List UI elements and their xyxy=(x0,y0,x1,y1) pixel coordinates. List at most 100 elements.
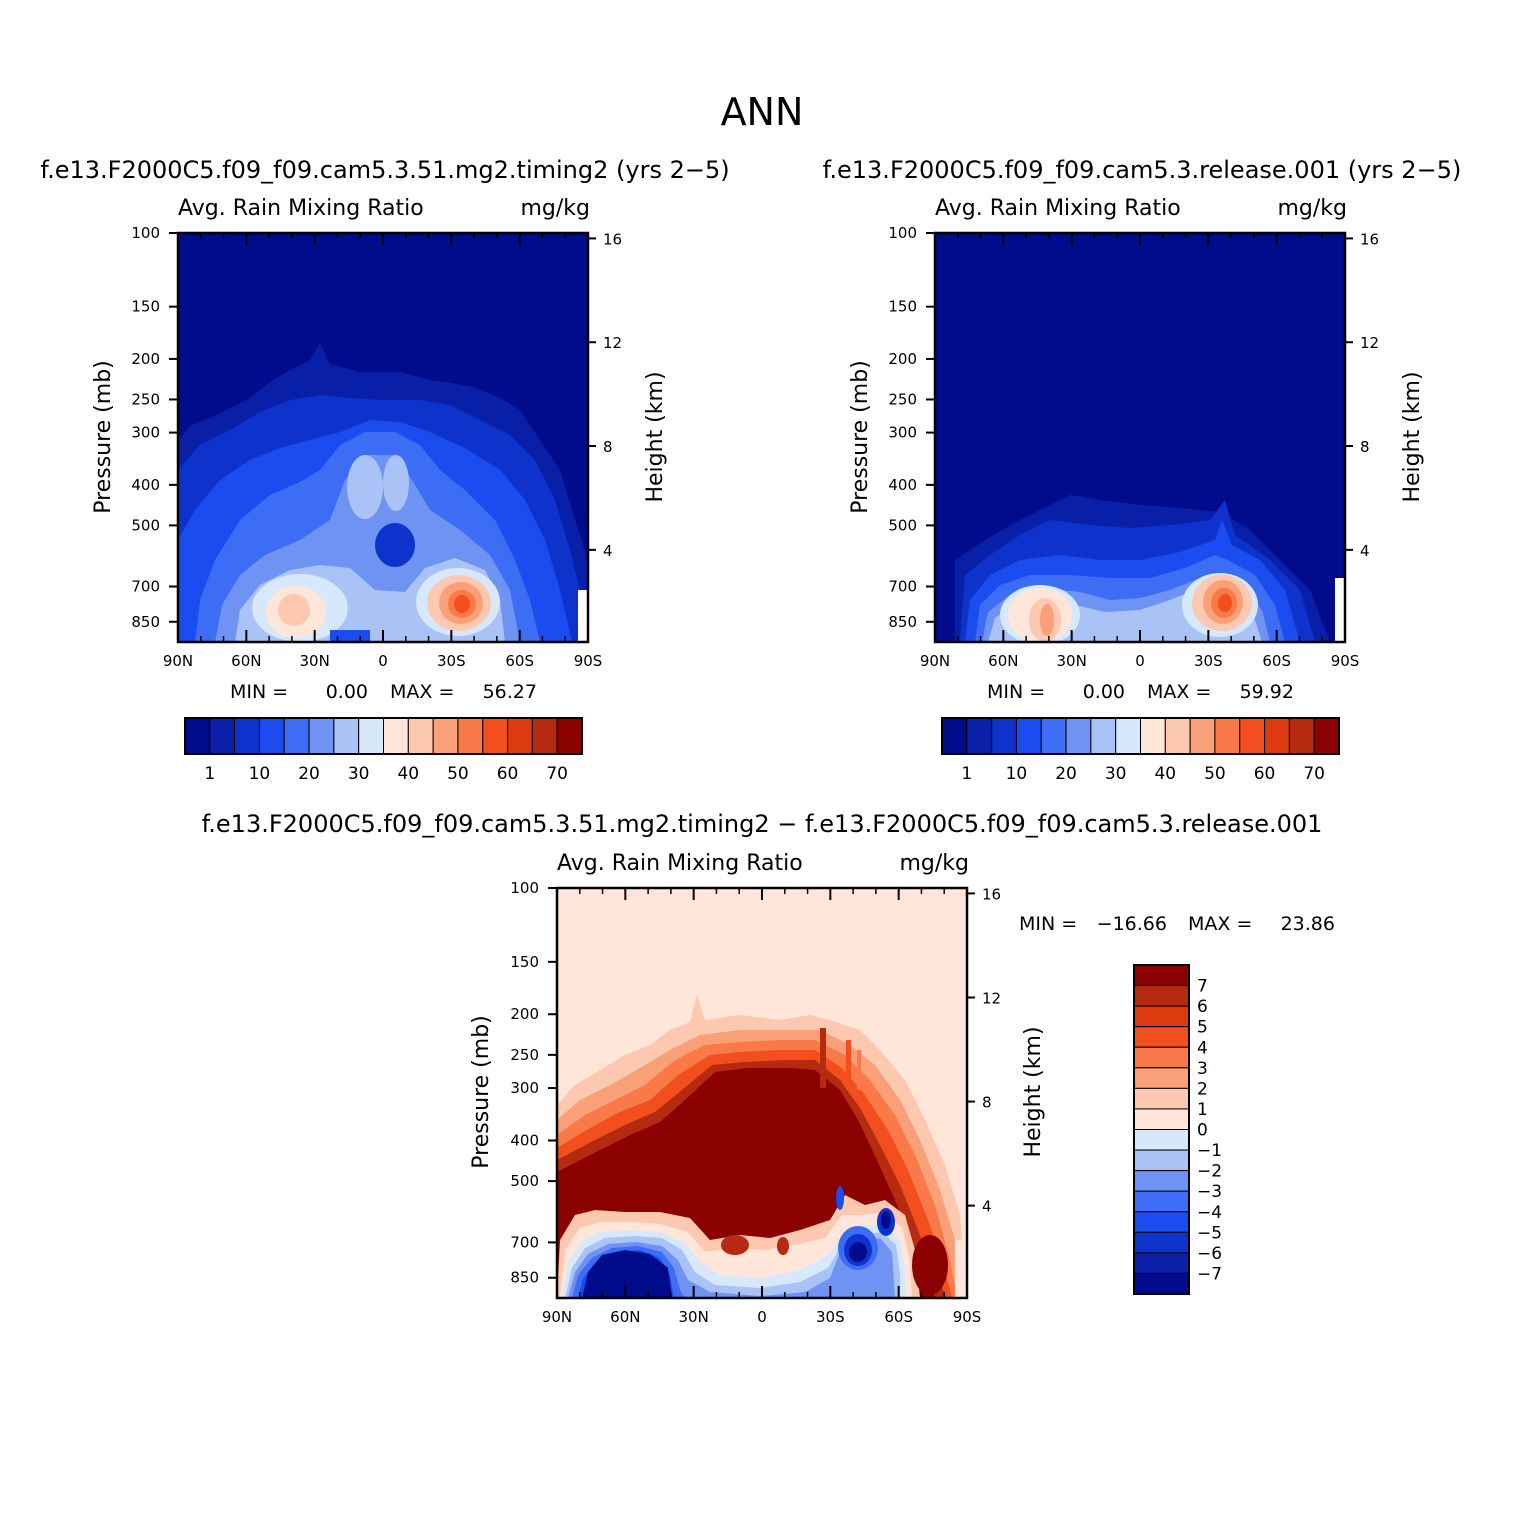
x-tick-label: 90S xyxy=(953,1308,982,1326)
x-ticks: 90N 60N 30N 0 30S 60S 90S xyxy=(920,233,1359,670)
y-axis-label: Pressure (mb) xyxy=(469,1015,494,1169)
y2-axis-label: Height (km) xyxy=(1400,371,1425,502)
colorbar-swatch xyxy=(1133,1026,1190,1048)
y2-tick-label: 8 xyxy=(982,1094,992,1112)
y2-tick-label: 12 xyxy=(603,334,622,352)
colorbar-swatch xyxy=(531,717,558,755)
colorbar-label: 20 xyxy=(1055,764,1077,784)
colorbar-swatch xyxy=(1133,1067,1190,1089)
colorbar-label: 10 xyxy=(249,764,271,784)
colorbar-swatch xyxy=(1313,717,1340,755)
y-tick-label: 200 xyxy=(888,350,917,368)
x-tick-label: 60N xyxy=(988,652,1018,670)
colorbar-swatch xyxy=(941,717,968,755)
level-fill xyxy=(383,455,409,511)
y-ticks: 100 150 200 250 300 400 500 700 850 xyxy=(888,224,935,631)
colorbar-swatch xyxy=(1133,1108,1190,1130)
colorbar-label: 70 xyxy=(1303,764,1325,784)
panel-top-right: f.e13.F2000C5.f09_f09.cam5.3.release.001… xyxy=(823,156,1462,784)
colorbar: 1 10 20 30 40 50 60 70 xyxy=(184,717,583,784)
y2-tick-label: 4 xyxy=(1360,542,1370,560)
level-fill xyxy=(820,1028,826,1088)
colorbar-swatch xyxy=(457,717,484,755)
colorbar-frame xyxy=(1133,964,1190,1295)
x-tick-label: 90N xyxy=(542,1308,572,1326)
y2-ticks: 16 12 8 4 xyxy=(967,885,1001,1216)
y-tick-label: 400 xyxy=(131,476,160,494)
colorbar-swatch xyxy=(1015,717,1042,755)
colorbar-frame xyxy=(184,717,583,755)
level-fill xyxy=(1040,604,1054,636)
y-tick-label: 850 xyxy=(131,613,160,631)
x-tick-label: 90S xyxy=(1331,652,1360,670)
colorbar: 1 10 20 30 40 50 60 70 xyxy=(941,717,1340,784)
colorbar-swatch xyxy=(482,717,509,755)
panel-title: f.e13.F2000C5.f09_f09.cam5.3.51.mg2.timi… xyxy=(202,810,1323,838)
colorbar-swatch xyxy=(407,717,434,755)
colorbar-swatch xyxy=(1133,1149,1190,1172)
x-ticks: 90N 60N 30N 0 30S 60S 90S xyxy=(542,888,981,1326)
min-value: −16.66 xyxy=(1097,913,1167,935)
level-fill xyxy=(912,1235,948,1295)
level-fill xyxy=(330,630,370,642)
y-tick-label: 500 xyxy=(510,1172,539,1190)
colorbar-swatch xyxy=(234,717,260,755)
y-tick-label: 100 xyxy=(510,879,539,897)
y-tick-label: 100 xyxy=(131,224,160,242)
level-fill xyxy=(347,455,383,519)
y-tick-label: 100 xyxy=(888,224,917,242)
y2-tick-label: 12 xyxy=(1360,334,1379,352)
y-axis-label: Pressure (mb) xyxy=(848,360,873,514)
level-fill xyxy=(846,1040,851,1090)
panel-title: f.e13.F2000C5.f09_f09.cam5.3.release.001… xyxy=(823,156,1462,184)
plot-units-label: mg/kg xyxy=(520,196,590,221)
plot-variable-label: Avg. Rain Mixing Ratio xyxy=(178,196,424,221)
max-label: MAX = xyxy=(390,681,454,703)
min-label: MIN = xyxy=(1019,913,1077,935)
y-tick-label: 250 xyxy=(131,390,160,408)
colorbar-label: −7 xyxy=(1197,1264,1222,1284)
colorbar-label: 5 xyxy=(1197,1018,1208,1038)
colorbar-label: −6 xyxy=(1197,1244,1222,1264)
level-fill xyxy=(881,1211,891,1229)
colorbar-label: 50 xyxy=(447,764,469,784)
x-tick-label: 0 xyxy=(1135,652,1145,670)
x-tick-label: 60N xyxy=(610,1308,640,1326)
level-fill xyxy=(454,595,470,613)
colorbar-swatch xyxy=(1133,1211,1190,1233)
panel-bottom: f.e13.F2000C5.f09_f09.cam5.3.51.mg2.timi… xyxy=(202,810,1335,1326)
colorbar-swatch xyxy=(1214,717,1241,755)
figure-title: ANN xyxy=(721,90,804,134)
colorbar-swatch xyxy=(1164,717,1191,755)
y-tick-label: 250 xyxy=(510,1046,539,1064)
plot-variable-label: Avg. Rain Mixing Ratio xyxy=(557,851,803,876)
colorbar-label: 30 xyxy=(1105,764,1127,784)
max-label: MAX = xyxy=(1188,913,1252,935)
y-tick-label: 250 xyxy=(888,390,917,408)
y-tick-label: 700 xyxy=(888,578,917,596)
level-fill xyxy=(582,1250,672,1298)
max-value: 59.92 xyxy=(1240,681,1294,703)
colorbar-swatch xyxy=(1090,717,1117,755)
contour-field xyxy=(557,888,967,1298)
colorbar-swatch xyxy=(432,717,459,755)
min-value: 0.00 xyxy=(1083,681,1125,703)
colorbar-swatch xyxy=(1133,1170,1190,1192)
y2-ticks: 16 12 8 4 xyxy=(588,230,622,560)
y-tick-label: 500 xyxy=(888,516,917,534)
colorbar-swatch xyxy=(333,717,360,755)
colorbar-label: 4 xyxy=(1197,1038,1208,1058)
x-tick-label: 0 xyxy=(757,1308,767,1326)
y-tick-label: 150 xyxy=(888,298,917,316)
colorbar-swatch xyxy=(1040,717,1067,755)
y2-tick-label: 8 xyxy=(603,438,613,456)
y2-tick-label: 8 xyxy=(1360,438,1370,456)
x-tick-label: 60N xyxy=(231,652,261,670)
colorbar-label: 1 xyxy=(1197,1100,1208,1120)
y2-tick-label: 16 xyxy=(982,885,1001,903)
y-tick-label: 700 xyxy=(131,578,160,596)
x-tick-label: 90S xyxy=(574,652,603,670)
level-fill xyxy=(777,1237,789,1255)
